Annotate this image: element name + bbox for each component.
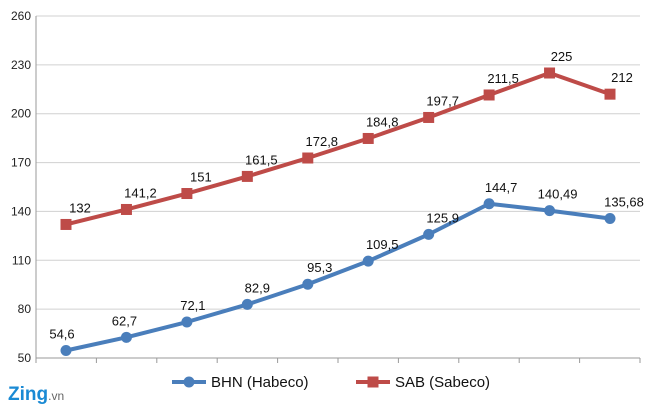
data-point xyxy=(302,278,314,290)
data-point xyxy=(483,198,495,210)
data-label: 132 xyxy=(69,200,91,215)
series-line-bhn xyxy=(65,201,611,353)
data-point xyxy=(120,203,132,215)
data-label: 82,9 xyxy=(245,280,270,295)
data-label: 54,6 xyxy=(49,327,74,342)
y-tick-label: 260 xyxy=(11,9,31,23)
data-label: 184,8 xyxy=(366,114,399,129)
axes: 50 80 110 140 170 200 230 260 xyxy=(11,9,641,365)
data-label: 140,49 xyxy=(538,187,578,202)
data-label: 62,7 xyxy=(112,313,137,328)
y-tick-label: 230 xyxy=(11,58,31,72)
data-label: 141,2 xyxy=(124,185,157,200)
data-point xyxy=(181,316,193,328)
gridlines xyxy=(36,15,640,310)
data-point xyxy=(302,152,314,164)
legend-label: BHN (Habeco) xyxy=(211,374,309,391)
data-point xyxy=(544,205,556,217)
watermark-brand: Zing xyxy=(8,384,49,405)
y-tick-label: 80 xyxy=(18,302,32,316)
data-point xyxy=(544,67,556,79)
legend-label: SAB (Sabeco) xyxy=(395,374,490,391)
data-point xyxy=(120,331,132,343)
data-labels: 54,6 62,7 72,1 82,9 95,3 109,5 125,9 144,7 140,4… xyxy=(49,49,644,342)
y-tick-label: 170 xyxy=(11,156,31,170)
data-point xyxy=(362,132,374,144)
data-point xyxy=(241,170,253,182)
data-label: 72,1 xyxy=(180,298,205,313)
data-label: 161,5 xyxy=(245,152,278,167)
data-point xyxy=(483,89,495,101)
data-label: 151 xyxy=(190,170,212,185)
data-point xyxy=(60,345,72,357)
y-tick-label: 110 xyxy=(12,253,31,267)
data-label: 197,7 xyxy=(426,93,459,108)
data-point xyxy=(423,111,435,123)
data-label: 144,7 xyxy=(485,180,518,195)
y-tick-label: 50 xyxy=(18,351,32,365)
data-point xyxy=(181,188,193,200)
data-point xyxy=(423,228,435,240)
data-label: 135,68 xyxy=(604,194,644,209)
series-layer xyxy=(60,67,616,357)
data-point xyxy=(241,298,253,310)
data-point xyxy=(60,218,72,230)
legend: BHN (Habeco) SAB (Sabeco) xyxy=(172,374,490,391)
y-tick-label: 200 xyxy=(11,107,31,121)
zing-logo: Zing.vn xyxy=(8,384,64,406)
y-tick-label: 140 xyxy=(11,204,31,218)
watermark-suffix: .vn xyxy=(48,389,65,403)
data-label: 125,9 xyxy=(426,210,459,225)
data-point xyxy=(362,255,374,267)
legend-marker xyxy=(367,376,379,388)
series-line-sab xyxy=(65,71,611,227)
data-label: 109,5 xyxy=(366,237,399,252)
data-label: 95,3 xyxy=(307,260,332,275)
data-label: 211,5 xyxy=(487,71,519,86)
legend-marker xyxy=(183,376,195,388)
data-label: 225 xyxy=(551,49,573,64)
data-point xyxy=(604,212,616,224)
data-label: 212 xyxy=(611,70,633,85)
data-label: 172,8 xyxy=(306,134,339,149)
data-point xyxy=(604,88,616,100)
